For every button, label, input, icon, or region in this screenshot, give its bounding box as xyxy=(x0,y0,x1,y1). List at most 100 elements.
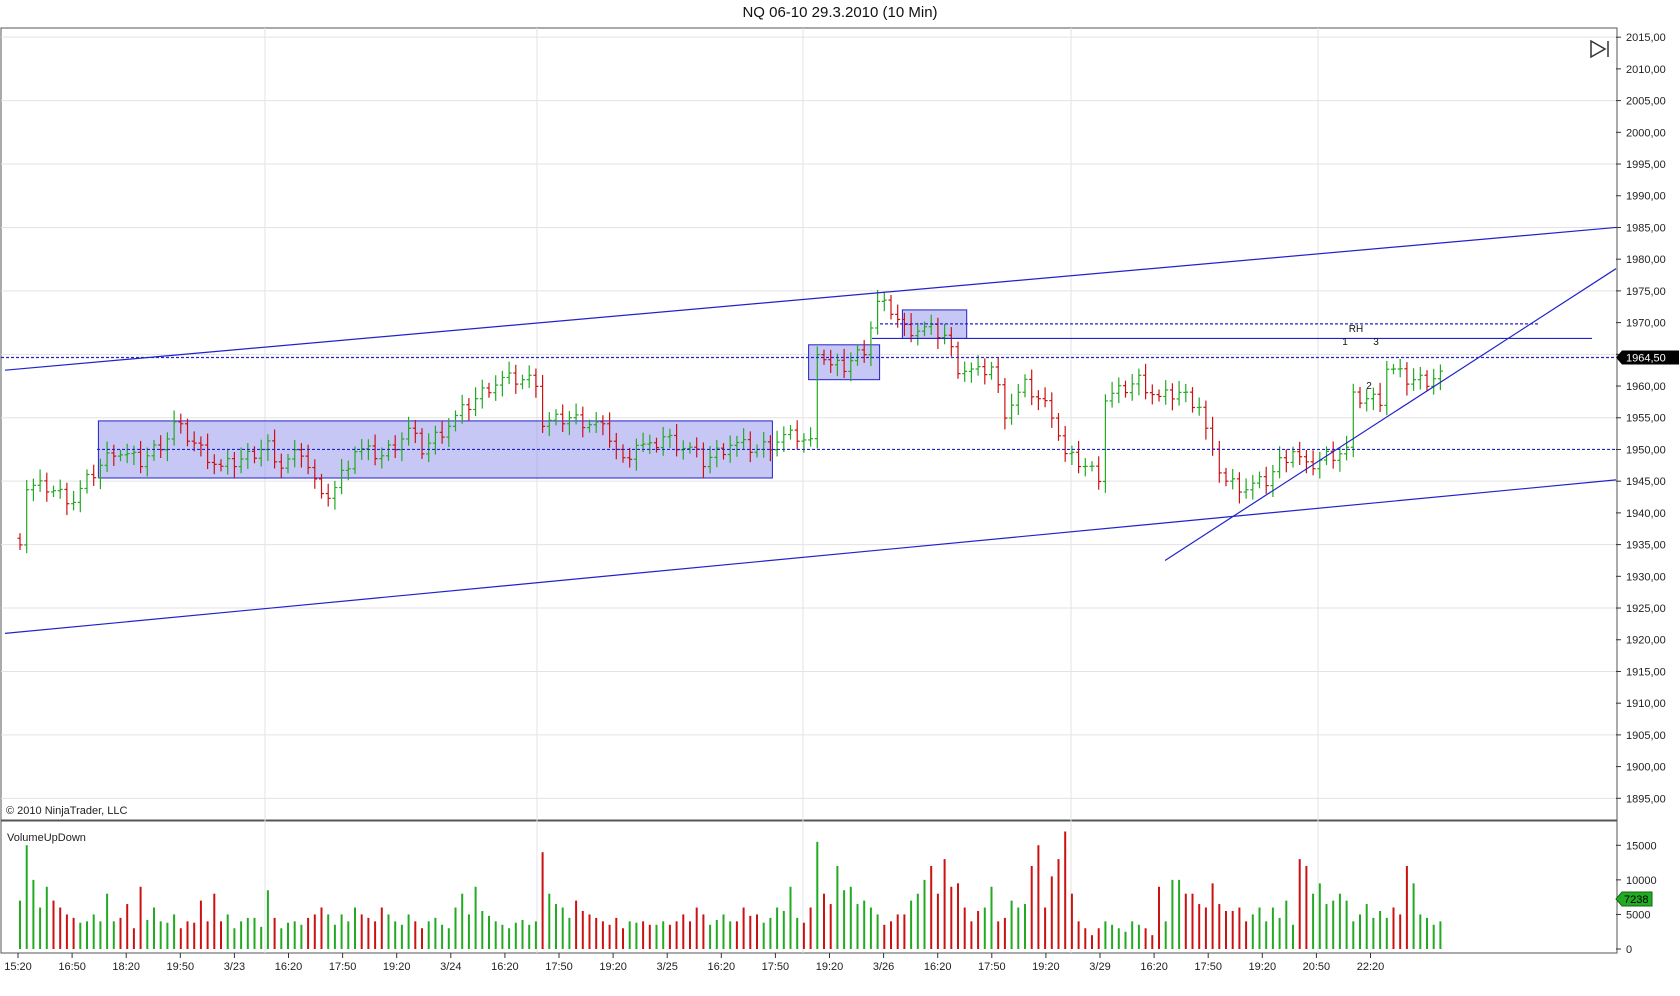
x-tick-label: 3/29 xyxy=(1089,961,1110,973)
y-tick-label: 1915,00 xyxy=(1626,666,1666,678)
price-bar xyxy=(359,438,365,460)
price-bar xyxy=(627,447,633,468)
price-bar xyxy=(1015,384,1021,415)
price-bar xyxy=(1257,471,1262,489)
price-bar xyxy=(104,441,110,472)
price-bar xyxy=(875,289,881,335)
price-bar xyxy=(91,464,97,486)
trend-lines: RH1 2 3 xyxy=(1,226,1617,634)
price-bar xyxy=(453,410,458,432)
price-bar xyxy=(339,458,345,495)
y-tick-label: 1920,00 xyxy=(1626,635,1666,647)
price-bar xyxy=(955,341,961,379)
price-bar xyxy=(566,411,572,436)
x-tick-label: 22:20 xyxy=(1357,961,1385,973)
price-bar xyxy=(1397,358,1403,378)
last-volume-marker xyxy=(1615,891,1653,907)
time-axis: 15:20 16:50 18:20 19:50 3/23 16:20 17:50 19:20 3… xyxy=(4,953,1384,973)
upper-channel-line xyxy=(4,226,1617,371)
price-bar xyxy=(1203,400,1209,440)
price-bar xyxy=(1089,461,1095,472)
x-tick-label: 17:50 xyxy=(545,961,573,973)
y-tick-label: 1905,00 xyxy=(1626,730,1666,742)
price-bar xyxy=(1116,377,1122,404)
annotation-label: RH xyxy=(1349,324,1363,335)
price-bar xyxy=(1082,458,1088,477)
price-bar xyxy=(1076,440,1082,474)
price-axis: 2015,00 2010,00 2005,00 2000,00 1995,00 1990,… xyxy=(1616,32,1679,805)
price-bar xyxy=(1183,383,1189,403)
price-bar xyxy=(77,480,83,513)
price-bar xyxy=(1136,368,1142,396)
y-tick-label: 1950,00 xyxy=(1626,444,1666,456)
price-bar xyxy=(432,425,438,455)
price-bar xyxy=(540,374,546,433)
price-bar xyxy=(211,454,217,475)
price-bar xyxy=(1250,474,1256,500)
price-bar xyxy=(325,483,331,507)
price-bar xyxy=(225,448,231,475)
price-bar xyxy=(1277,446,1283,479)
price-bar xyxy=(44,472,50,502)
price-bar xyxy=(1431,368,1437,395)
x-tick-label: 16:20 xyxy=(708,961,736,973)
price-bar xyxy=(164,432,170,462)
price-bar xyxy=(1337,447,1343,472)
y-tick-label: 2015,00 xyxy=(1626,32,1666,44)
price-bar xyxy=(406,416,412,446)
y-tick-label: 1900,00 xyxy=(1626,762,1666,774)
price-bar xyxy=(1002,378,1008,430)
price-bar xyxy=(520,374,525,390)
y-tick-label: 2005,00 xyxy=(1626,96,1666,108)
x-tick-label: 19:20 xyxy=(1032,961,1060,973)
price-bar xyxy=(546,412,552,437)
x-tick-label: 16:20 xyxy=(491,961,519,973)
volume-bars xyxy=(19,831,1442,949)
price-bar xyxy=(814,346,820,449)
price-bar xyxy=(111,444,117,466)
x-tick-label: 17:50 xyxy=(1194,961,1222,973)
price-bar xyxy=(868,321,874,367)
y-tick-label: 1970,00 xyxy=(1626,318,1666,330)
volume-axis: 15000 10000 5000 0 7238 xyxy=(1615,840,1657,956)
price-bar xyxy=(1109,381,1115,408)
price-bar xyxy=(660,426,666,456)
price-bar xyxy=(1156,389,1162,402)
price-bar xyxy=(1391,363,1396,375)
price-bar xyxy=(138,440,144,474)
price-bar xyxy=(667,428,673,449)
price-bar xyxy=(915,322,921,346)
price-bar xyxy=(647,434,653,454)
price-bar xyxy=(774,430,780,457)
price-bar xyxy=(808,427,814,447)
price-bar xyxy=(848,352,854,382)
price-bar xyxy=(459,394,465,424)
y-tick-label: 1985,00 xyxy=(1626,222,1666,234)
gridlines xyxy=(1,28,1616,953)
price-bar xyxy=(1216,440,1222,483)
price-bar xyxy=(714,439,720,468)
price-bar xyxy=(1364,388,1370,412)
price-bar xyxy=(30,478,36,502)
volume-tick-label: 5000 xyxy=(1626,909,1650,921)
price-bar xyxy=(493,375,499,401)
price-bar xyxy=(1123,380,1128,398)
y-tick-label: 1940,00 xyxy=(1626,508,1666,520)
price-bar xyxy=(118,449,123,462)
volume-tick-label: 10000 xyxy=(1626,875,1657,887)
price-bar xyxy=(1096,456,1102,490)
x-tick-label: 19:50 xyxy=(167,961,195,973)
x-tick-label: 3/24 xyxy=(440,961,461,973)
price-bar xyxy=(1196,397,1202,416)
price-bar xyxy=(345,460,351,481)
price-bar xyxy=(553,409,559,426)
skip-end-icon[interactable] xyxy=(1588,38,1614,60)
price-bar xyxy=(707,445,713,474)
price-bar xyxy=(439,420,445,444)
x-tick-label: 17:50 xyxy=(329,961,357,973)
price-bar xyxy=(1290,446,1296,468)
x-tick-label: 19:20 xyxy=(383,961,411,973)
support-trend-line xyxy=(1164,268,1617,561)
range-boxes xyxy=(97,309,968,479)
price-bar xyxy=(1263,466,1269,494)
